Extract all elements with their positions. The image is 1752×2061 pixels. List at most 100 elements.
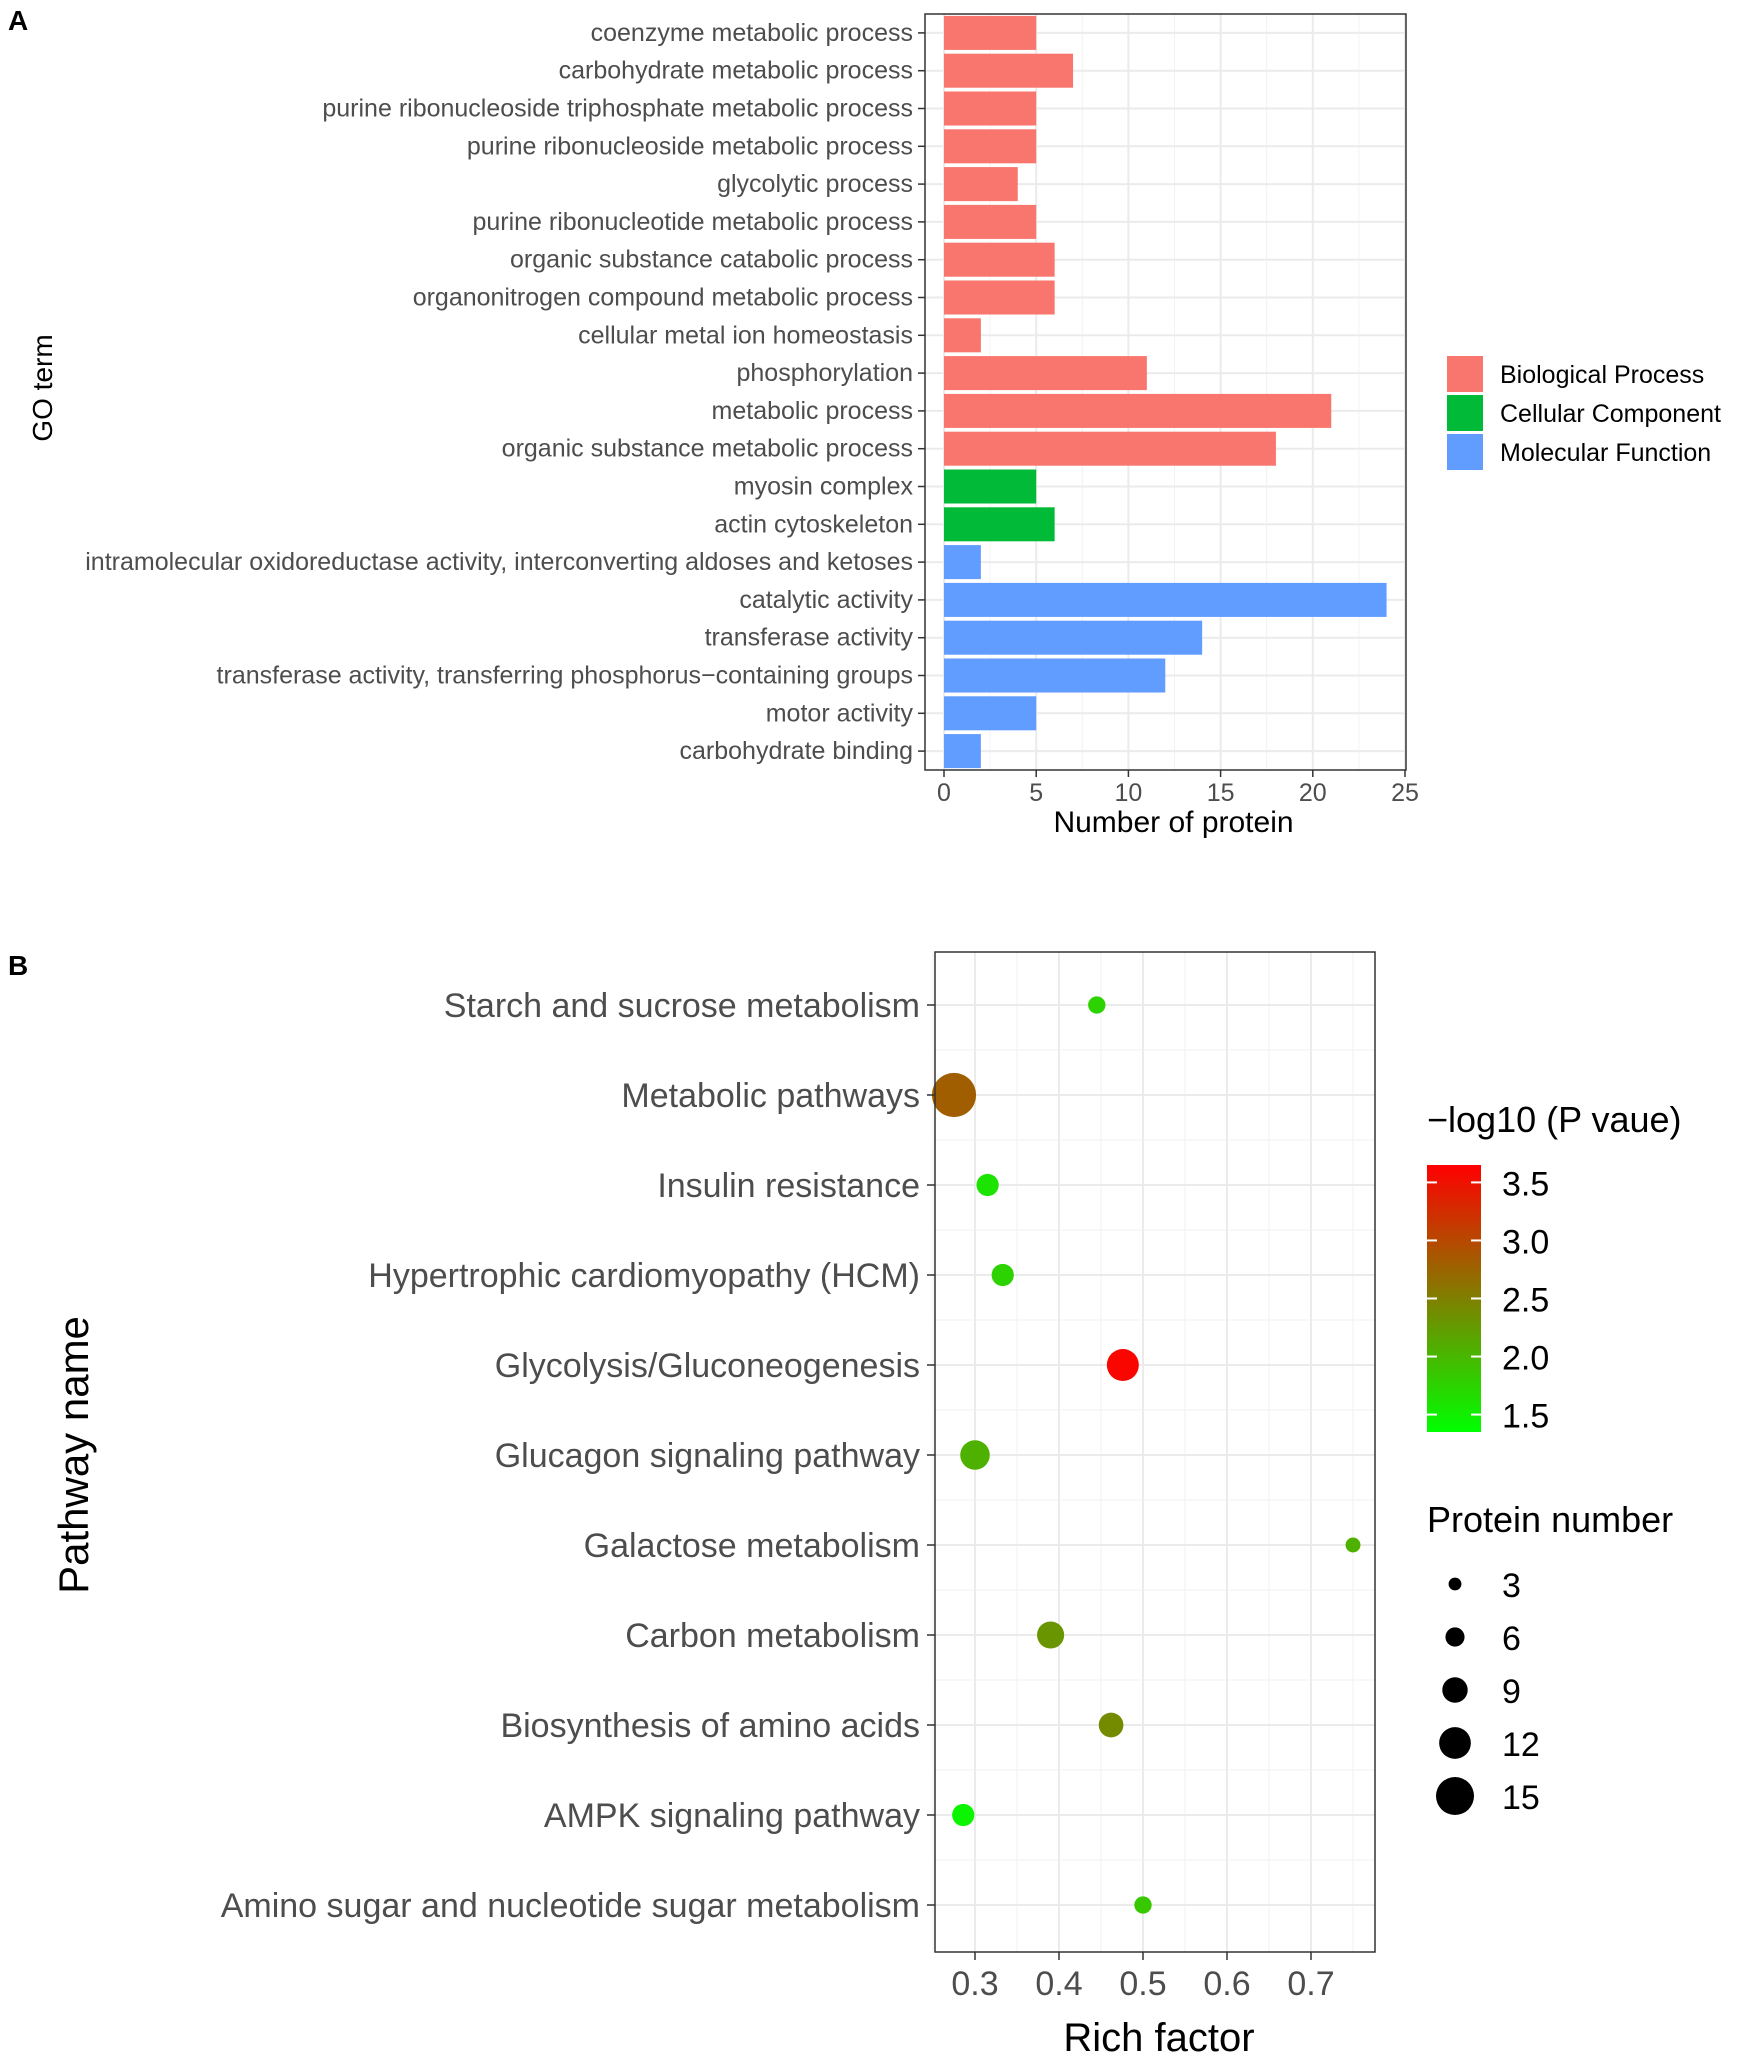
point [931,1072,977,1118]
bar [944,696,1037,731]
x-tick-label: 5 [1029,779,1043,807]
panel-a-border [924,13,1407,771]
y-tick-label: Insulin resistance [657,1167,920,1205]
legend-key [1447,395,1483,431]
y-tick-label: Biosynthesis of amino acids [500,1707,920,1745]
y-tick-label: catalytic activity [739,586,913,614]
y-tick-label: organic substance metabolic process [502,435,913,463]
color-bar-label: 2.5 [1502,1282,1549,1320]
y-tick-label: Amino sugar and nucleotide sugar metabol… [221,1887,920,1925]
bar [944,280,1055,315]
legend-label: Cellular Component [1500,400,1721,428]
legend-label: Biological Process [1500,361,1704,389]
bar [944,318,981,353]
size-legend-label: 6 [1502,1620,1521,1658]
y-tick-label: Carbon metabolism [625,1617,920,1655]
bar [944,129,1037,164]
y-tick-label: transferase activity [705,624,914,652]
color-bar-label: 2.0 [1502,1340,1549,1378]
y-tick-label: actin cytoskeleton [714,510,913,538]
bar [944,15,1037,50]
bar [944,469,1037,504]
y-tick-label: motor activity [766,699,914,727]
point [991,1263,1014,1287]
y-tick-label: purine ribonucleoside metabolic process [467,132,913,160]
panel-b-border [934,951,1376,1953]
y-tick-label: transferase activity, transferring phosp… [217,662,913,690]
x-tick-label: 10 [1114,779,1142,807]
x-tick-label: 0.4 [1035,1965,1082,2003]
bar [944,91,1037,126]
y-tick-label: cellular metal ion homeostasis [578,321,913,349]
point [1345,1537,1361,1553]
y-tick-label: coenzyme metabolic process [591,19,913,47]
y-tick-label: purine ribonucleotide metabolic process [472,208,913,236]
point [960,1440,990,1470]
panel-a-background [925,14,1406,770]
y-tick-label: Glycolysis/Gluconeogenesis [495,1347,920,1385]
bar [944,734,981,769]
bar [944,242,1055,277]
legend-label: Molecular Function [1500,439,1711,467]
y-tick-label: purine ribonucleoside triphosphate metab… [322,95,913,123]
y-tick-label: Galactose metabolism [584,1527,920,1565]
bar [944,204,1037,239]
bar [944,658,1166,693]
size-legend-key [1445,1627,1465,1647]
color-bar-label: 3.0 [1502,1223,1549,1261]
y-tick-label: metabolic process [712,397,913,425]
point [1098,1712,1124,1738]
panel-label-b: B [8,950,28,981]
bar [944,356,1147,391]
color-bar-label: 1.5 [1502,1398,1549,1436]
bar [944,620,1203,655]
x-tick-label: 15 [1207,779,1235,807]
bar [944,507,1055,542]
y-tick-label: glycolytic process [717,170,913,198]
panel-b-background [935,952,1375,1952]
size-legend-label: 9 [1502,1673,1521,1711]
x-tick-label: 25 [1391,779,1419,807]
x-tick-label: 0.5 [1119,1965,1166,2003]
y-tick-label: Glucagon signaling pathway [495,1437,920,1475]
x-axis-title: Number of protein [1053,806,1293,839]
x-tick-label: 0.7 [1287,1965,1334,2003]
size-legend-title: Protein number [1427,1499,1673,1540]
x-tick-label: 0.3 [951,1965,998,2003]
size-legend-label: 12 [1502,1726,1540,1764]
y-tick-label: carbohydrate binding [680,737,914,765]
color-bar-label: 3.5 [1502,1165,1549,1203]
y-tick-label: phosphorylation [736,359,913,387]
bar [944,545,981,580]
legend-key [1447,434,1483,470]
x-tick-label: 20 [1299,779,1327,807]
size-legend-label: 15 [1502,1779,1540,1817]
y-tick-label: Starch and sucrose metabolism [444,987,920,1025]
bar [944,582,1387,617]
point [1037,1621,1065,1649]
x-tick-label: 0 [937,779,951,807]
y-tick-label: myosin complex [734,473,914,501]
point [952,1803,975,1827]
size-legend-key [1435,1776,1475,1816]
size-legend-key [1439,1727,1471,1759]
color-legend-title: −log10 (P vaue) [1427,1099,1682,1140]
y-tick-label: organic substance catabolic process [510,246,913,274]
size-legend-label: 3 [1502,1567,1521,1605]
bar [944,393,1332,428]
point [976,1173,999,1197]
y-tick-label: intramolecular oxidoreductase activity, … [85,548,913,576]
bar [944,431,1276,466]
y-axis-title: GO term [27,334,58,441]
point [1134,1896,1152,1914]
y-tick-label: AMPK signaling pathway [544,1797,920,1835]
x-axis-title: Rich factor [1063,2016,1254,2060]
point [1088,996,1106,1014]
size-legend-key [1448,1577,1462,1591]
panel-label-a: A [8,5,28,36]
y-tick-label: organonitrogen compound metabolic proces… [413,284,913,312]
y-axis-title: Pathway name [50,1316,97,1594]
bar [944,167,1018,202]
size-legend-key [1442,1677,1468,1703]
